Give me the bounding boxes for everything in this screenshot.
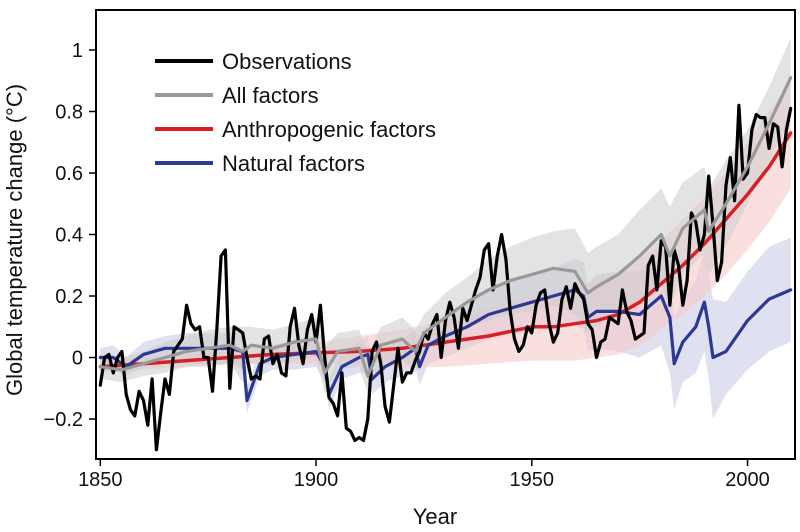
y-axis-label: Global temperature change (°C) [2,84,27,396]
y-tick-label: −0.2 [44,409,83,431]
x-tick-label: 1950 [510,469,555,491]
y-tick-label: 0.8 [55,101,83,123]
x-axis-label: Year [413,504,457,529]
y-tick-label: 0.2 [55,286,83,308]
all-factors-legend-label: All factors [222,83,319,108]
y-tick-label: 0.6 [55,163,83,185]
observations-line [98,103,793,452]
legend: Observations All factors Anthropogenic fac… [155,49,436,176]
observations-legend-label: Observations [222,49,352,74]
x-tick-label: 2000 [725,469,770,491]
x-tick-label: 1900 [294,469,339,491]
y-tick-label: 0.4 [55,225,83,247]
x-axis: 1850 1900 1950 2000 [78,459,770,491]
y-tick-label: 0 [72,348,83,370]
anthropogenic-factors-legend-label: Anthropogenic factors [222,117,436,142]
all-factors-band [100,37,791,395]
all-factors-line [98,76,793,378]
y-axis: −0.2 0 0.2 0.4 0.6 0.8 1 [44,40,96,431]
natural-factors-legend-label: Natural factors [222,151,365,176]
series-lines [98,76,793,452]
y-tick-label: 1 [72,40,83,62]
x-tick-label: 1850 [78,469,123,491]
anthropogenic-factors-line [98,131,793,369]
